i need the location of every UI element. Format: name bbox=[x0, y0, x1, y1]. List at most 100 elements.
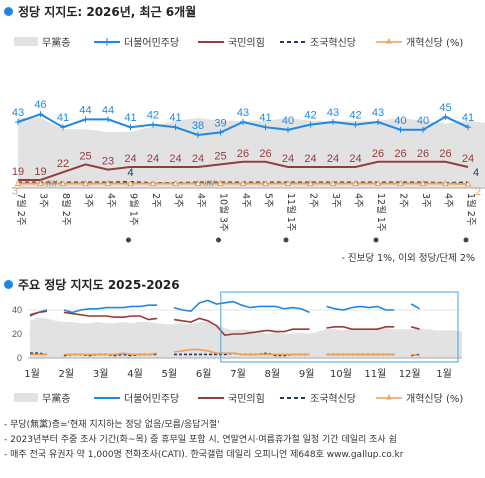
recent-period-highlight bbox=[220, 291, 459, 363]
section1-title-text: 정당 지지도: 2026년, 최근 6개월 bbox=[18, 5, 197, 19]
x-tick-label: 5월 bbox=[162, 368, 178, 380]
ppp-data-label: 19 bbox=[12, 166, 24, 178]
unaffiliated-area bbox=[18, 118, 485, 188]
ppp-data-label: 26 bbox=[237, 148, 249, 160]
footnote-2: - 2023년부터 주중 조사 기간(화~목) 중 휴무일 포함 시, 연말연시… bbox=[4, 435, 397, 445]
dem-data-label: 43 bbox=[12, 107, 24, 119]
legend-label: 무黨층 bbox=[42, 394, 71, 405]
ppp-data-label: 22 bbox=[57, 158, 69, 170]
dem-data-label: 46 bbox=[34, 99, 46, 111]
reform-data-label: 2 bbox=[475, 186, 481, 198]
ppp-data-label: 24 bbox=[147, 153, 159, 165]
x-tick-label: 3주 bbox=[420, 193, 431, 208]
dem-data-label: 42 bbox=[349, 110, 361, 122]
legend-reform: 개혁신당 (%) bbox=[376, 390, 463, 405]
month-marker-icon bbox=[283, 237, 289, 243]
area-swatch-icon bbox=[14, 393, 38, 402]
reform-point bbox=[37, 179, 44, 186]
reform-point bbox=[374, 179, 382, 186]
ppp-swatch-icon bbox=[198, 40, 224, 43]
dem-data-label: 40 bbox=[417, 115, 429, 127]
dem-data-label: 41 bbox=[259, 112, 271, 124]
reform-point bbox=[239, 179, 247, 186]
ppp-data-label: 25 bbox=[79, 150, 91, 162]
dem-line bbox=[29, 299, 421, 317]
x-tick-label: 5주 bbox=[263, 193, 274, 208]
dem-data-label: 39 bbox=[214, 117, 226, 129]
y-tick-label: 40 bbox=[12, 305, 22, 315]
legend-label: 조국혁신당 bbox=[310, 394, 356, 405]
x-tick-label: 2주 bbox=[308, 193, 319, 208]
reform-point bbox=[307, 179, 314, 186]
legend-label: 국민의힘 bbox=[228, 38, 265, 49]
reform-line bbox=[30, 348, 420, 357]
reform-swatch-icon bbox=[376, 393, 402, 399]
legend-dem: 더불어민주당 bbox=[94, 390, 179, 405]
chart-2025-2026: 0 20 40 1월 2월 3월 4월 5월 6월 7월 8월 9월 10월 11월 12월 1월 bbox=[12, 291, 462, 380]
x-tick-label: 4주 bbox=[443, 193, 454, 208]
y-tick-label: 0 bbox=[17, 353, 22, 363]
x-tick-label: 11월 1주 bbox=[285, 193, 297, 232]
rebuild-swatch-icon bbox=[280, 396, 306, 399]
ppp-data-label: 24 bbox=[192, 153, 204, 165]
ppp-line bbox=[29, 310, 420, 337]
legend-ppp: 국민의힘 bbox=[198, 34, 265, 49]
legend-unaffiliated: 무黨층 bbox=[14, 390, 70, 405]
x-tick-label: 9월 bbox=[299, 368, 315, 380]
ppp-data-label: 26 bbox=[417, 148, 429, 160]
note-others: - 진보당 1%, 이외 정당/단체 2% bbox=[341, 253, 475, 264]
legend-label: 개혁신당 (%) bbox=[406, 38, 464, 49]
x-tick-label: 4주 bbox=[105, 193, 116, 208]
legend-label: 개혁신당 (%) bbox=[406, 394, 464, 405]
ppp-data-label: 19 bbox=[34, 166, 46, 178]
dem-data-label: 38 bbox=[192, 120, 204, 132]
dem-data-label: 44 bbox=[102, 104, 114, 116]
legend-bottom: 무黨층 더불어민주당 국민의힘 조국혁신당 개혁신당 (%) bbox=[0, 390, 485, 406]
ppp-data-label: 24 bbox=[282, 153, 294, 165]
dem-data-label: 41 bbox=[169, 112, 181, 124]
reform-point bbox=[104, 179, 112, 186]
reform-point bbox=[442, 179, 449, 186]
reform-point bbox=[262, 179, 269, 186]
reform-data-label: 3 bbox=[12, 186, 18, 198]
ppp-data-label: 24 bbox=[169, 153, 181, 165]
legend-top: 무黨층 더불어민주당 국민의힘 조국혁신당 개혁신당 (%) bbox=[0, 34, 485, 50]
x-tick-label: 12월 1주 bbox=[375, 193, 387, 232]
ppp-swatch-icon bbox=[198, 396, 224, 399]
x-tick-label: 8월 bbox=[265, 368, 281, 380]
reform-point bbox=[14, 179, 22, 186]
x-tick-label: 1월 bbox=[436, 368, 452, 380]
reform-point bbox=[172, 179, 179, 186]
ppp-data-label: 24 bbox=[462, 153, 474, 165]
reform-point bbox=[149, 179, 157, 186]
ppp-data-label: 24 bbox=[327, 153, 339, 165]
reform-point bbox=[59, 179, 67, 186]
ppp-data-label: 25 bbox=[214, 150, 226, 162]
dem-data-label: 40 bbox=[282, 115, 294, 127]
y-tick-label: 20 bbox=[12, 329, 22, 339]
x-tick-label: 3주 bbox=[173, 193, 184, 208]
section1-title: 정당 지지도: 2026년, 최근 6개월 bbox=[4, 3, 196, 20]
x-tick-label: 6월 bbox=[196, 368, 212, 380]
ppp-data-label: 24 bbox=[124, 153, 136, 165]
dem-data-label: 42 bbox=[304, 110, 316, 122]
x-tick-label: 3주 bbox=[38, 193, 49, 208]
legend-dem: 더불어민주당 bbox=[94, 34, 179, 49]
dem-data-label: 43 bbox=[327, 107, 339, 119]
x-tick-label: 3월 bbox=[93, 368, 109, 380]
x-tick-label: 7월 2주 bbox=[15, 193, 27, 226]
x-tick-label: 1월 bbox=[24, 368, 40, 380]
rebuild-data-label: 4 bbox=[473, 167, 479, 179]
dem-data-label: 43 bbox=[237, 107, 249, 119]
month-marker-icon bbox=[463, 237, 469, 243]
x-tick-label: 1월 2주 bbox=[465, 193, 477, 226]
dem-data-label: 41 bbox=[462, 112, 474, 124]
x-tick-label: 3주 bbox=[330, 193, 341, 208]
x-tick-label: 11월 bbox=[364, 368, 386, 380]
reform-point bbox=[397, 179, 404, 186]
ppp-data-label: 26 bbox=[439, 148, 451, 160]
reform-point bbox=[217, 179, 224, 186]
reform-point bbox=[284, 179, 292, 186]
legend-label: 조국혁신당 bbox=[310, 38, 356, 49]
